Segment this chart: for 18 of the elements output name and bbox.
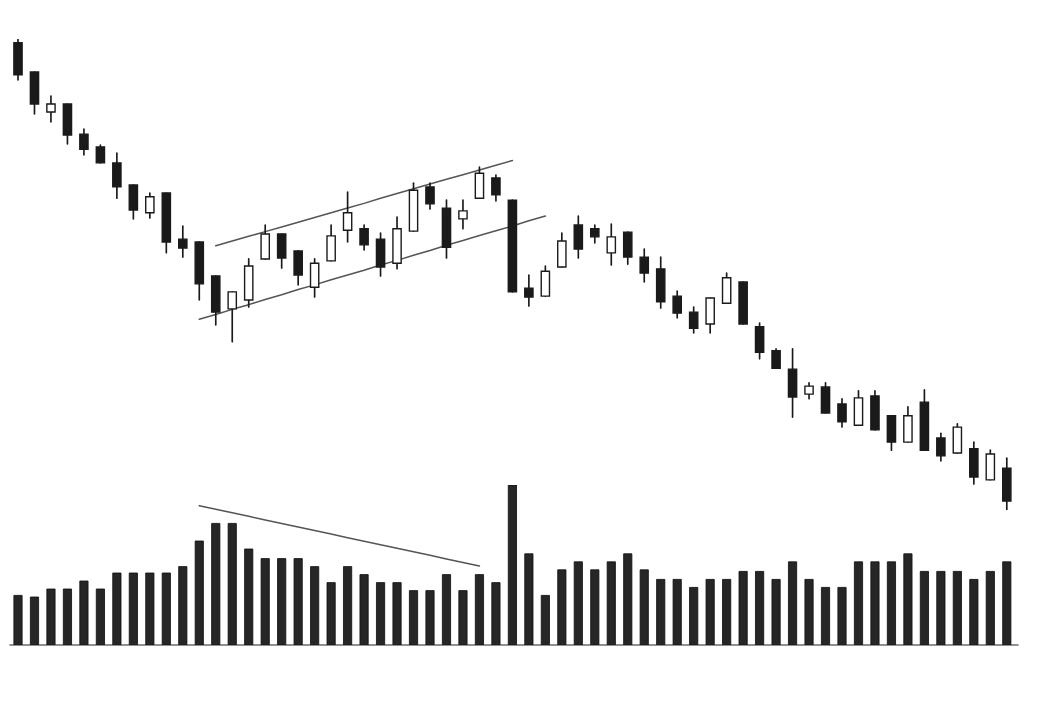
candlestick	[227, 291, 238, 343]
candlestick	[46, 95, 56, 123]
candlestick	[771, 348, 781, 370]
candlestick	[177, 225, 188, 258]
candlestick	[688, 306, 699, 334]
candlestick	[359, 224, 369, 251]
candlestick	[79, 128, 89, 156]
candlestick	[425, 182, 435, 210]
candlestick	[491, 174, 501, 202]
candlestick	[837, 398, 847, 428]
candlestick	[524, 274, 534, 307]
candlestick	[672, 290, 683, 319]
candlestick	[639, 248, 650, 283]
candlestick	[458, 199, 468, 230]
candlestick	[342, 191, 353, 243]
candlestick	[606, 223, 617, 266]
candlestick	[145, 192, 155, 219]
candlestick	[936, 432, 946, 462]
